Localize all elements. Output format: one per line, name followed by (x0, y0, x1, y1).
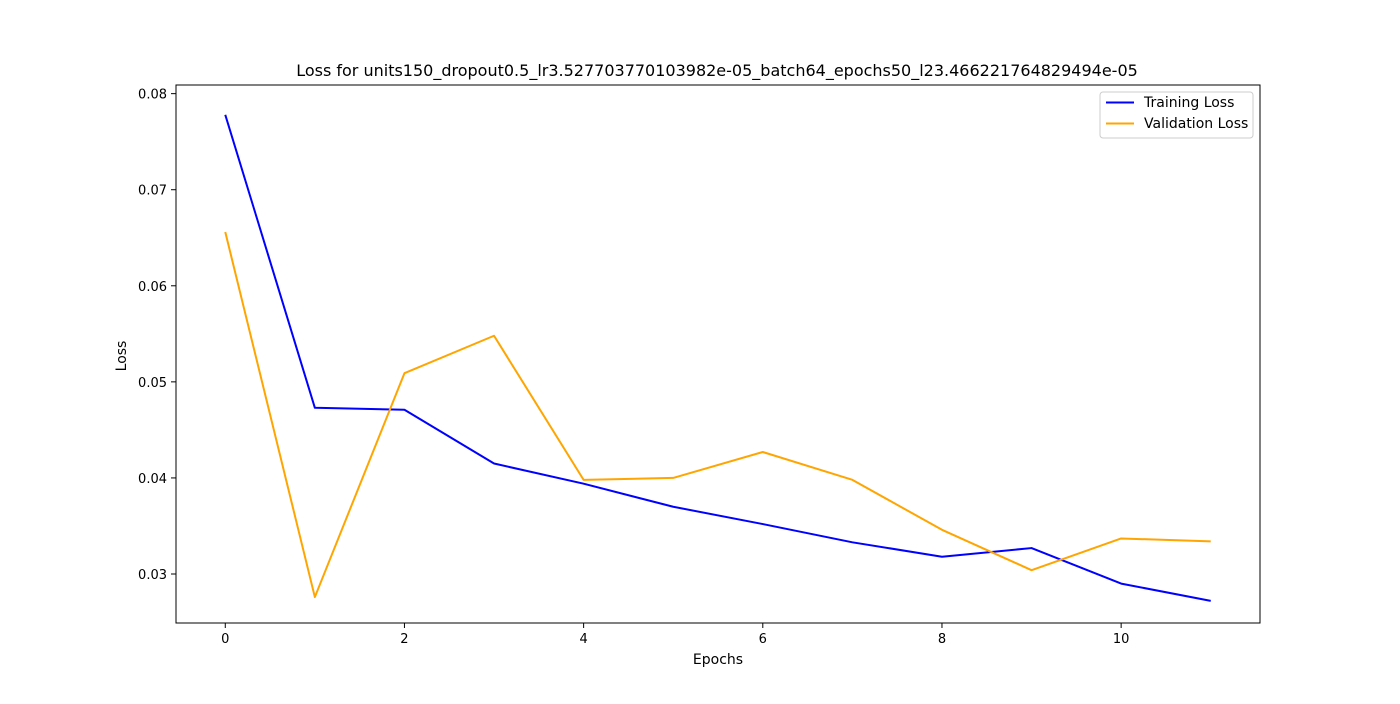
x-tick-label: 4 (579, 632, 587, 647)
y-tick-label: 0.05 (138, 376, 167, 391)
legend-box (1099, 91, 1254, 139)
y-tick-label: 0.04 (138, 472, 167, 487)
x-tick-label: 10 (1113, 632, 1130, 647)
x-axis-ticks: 0 2 4 6 8 10 (221, 623, 1129, 647)
x-tick-label: 2 (400, 632, 408, 647)
x-tick-label: 6 (759, 632, 767, 647)
y-tick-label: 0.08 (138, 88, 167, 103)
series-line-validation-loss (224, 231, 1211, 599)
plot-frame (175, 84, 1261, 624)
legend: Training Loss Validation Loss (1099, 91, 1254, 139)
legend-label-validation-loss: Validation Loss (1144, 116, 1248, 132)
y-axis-label: Loss (114, 341, 130, 372)
y-tick-label: 0.06 (138, 280, 167, 295)
y-tick-label: 0.03 (138, 568, 167, 583)
x-axis-label: Epochs (693, 652, 743, 668)
y-tick-label: 0.07 (138, 184, 167, 199)
legend-label-training-loss: Training Loss (1143, 95, 1234, 111)
chart-title: Loss for units150_dropout0.5_lr3.5277037… (296, 61, 1138, 81)
x-tick-label: 0 (221, 632, 229, 647)
x-tick-label: 8 (938, 632, 946, 647)
series-layer (224, 114, 1211, 602)
y-axis-ticks: 0.03 0.04 0.05 0.06 0.07 0.08 (138, 88, 176, 583)
plot-area (176, 85, 1260, 623)
